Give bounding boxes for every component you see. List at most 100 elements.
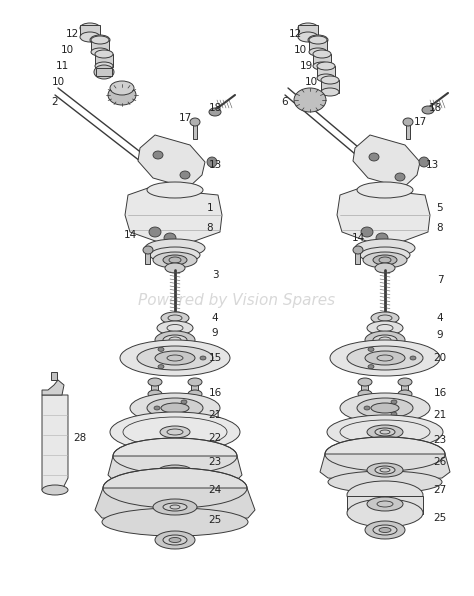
Ellipse shape [42, 485, 68, 495]
Text: 9: 9 [212, 328, 219, 338]
Ellipse shape [364, 406, 370, 410]
Ellipse shape [317, 74, 335, 82]
Ellipse shape [360, 247, 410, 263]
Ellipse shape [110, 412, 240, 452]
Ellipse shape [209, 108, 221, 116]
Text: 13: 13 [209, 160, 222, 170]
Ellipse shape [422, 106, 434, 114]
Ellipse shape [113, 438, 237, 474]
Ellipse shape [103, 468, 247, 508]
Ellipse shape [313, 62, 331, 70]
Ellipse shape [158, 365, 164, 369]
Ellipse shape [163, 535, 187, 545]
Ellipse shape [325, 437, 445, 471]
Ellipse shape [180, 171, 190, 179]
Text: 2: 2 [52, 97, 58, 107]
Ellipse shape [391, 412, 397, 416]
Polygon shape [42, 395, 68, 490]
Bar [401, 382, 409, 394]
Ellipse shape [154, 406, 160, 410]
Bar [191, 382, 199, 394]
Polygon shape [138, 135, 205, 188]
Ellipse shape [120, 340, 230, 376]
Ellipse shape [328, 471, 442, 493]
Ellipse shape [321, 88, 339, 96]
Text: 7: 7 [437, 275, 443, 285]
Ellipse shape [361, 227, 373, 237]
Text: 5: 5 [437, 203, 443, 213]
Ellipse shape [149, 227, 161, 237]
Ellipse shape [157, 321, 193, 335]
Ellipse shape [145, 239, 205, 257]
Text: 26: 26 [433, 457, 447, 467]
Text: 17: 17 [178, 113, 191, 123]
Bar [406, 121, 410, 139]
Text: 10: 10 [293, 45, 307, 55]
Ellipse shape [353, 246, 363, 254]
Ellipse shape [398, 390, 412, 398]
Ellipse shape [169, 538, 181, 542]
Ellipse shape [375, 428, 395, 436]
Text: 8: 8 [437, 223, 443, 233]
Text: 25: 25 [433, 513, 447, 523]
Text: 20: 20 [433, 353, 447, 363]
Ellipse shape [379, 527, 391, 532]
Ellipse shape [365, 521, 405, 539]
Text: 21: 21 [433, 410, 447, 420]
Text: 1: 1 [207, 203, 213, 213]
Ellipse shape [181, 412, 187, 416]
Ellipse shape [157, 465, 193, 479]
Text: 15: 15 [209, 353, 222, 363]
Ellipse shape [207, 157, 217, 167]
Text: 14: 14 [351, 233, 365, 243]
Text: 3: 3 [212, 270, 219, 280]
Ellipse shape [367, 497, 403, 511]
Text: 10: 10 [61, 45, 73, 55]
Ellipse shape [161, 312, 189, 324]
Text: 24: 24 [209, 485, 222, 495]
Ellipse shape [294, 88, 326, 112]
Ellipse shape [164, 233, 176, 243]
Ellipse shape [355, 239, 415, 257]
Ellipse shape [148, 378, 162, 386]
Ellipse shape [369, 153, 379, 161]
Ellipse shape [365, 331, 405, 349]
Text: 21: 21 [209, 410, 222, 420]
Ellipse shape [376, 233, 388, 243]
Polygon shape [95, 488, 255, 522]
Polygon shape [337, 188, 430, 248]
Bar [309, 39, 327, 52]
Ellipse shape [130, 393, 220, 423]
Ellipse shape [327, 415, 443, 449]
Ellipse shape [298, 32, 318, 42]
Ellipse shape [309, 48, 327, 56]
Text: 16: 16 [433, 388, 447, 398]
Ellipse shape [148, 390, 162, 398]
Ellipse shape [330, 340, 440, 376]
Ellipse shape [358, 390, 372, 398]
Bar [313, 54, 331, 67]
Ellipse shape [368, 347, 374, 351]
Ellipse shape [150, 247, 200, 263]
Ellipse shape [155, 531, 195, 549]
Polygon shape [42, 380, 64, 395]
Ellipse shape [163, 255, 187, 265]
Ellipse shape [163, 335, 187, 345]
Ellipse shape [373, 335, 397, 345]
Bar [146, 250, 151, 264]
Ellipse shape [188, 378, 202, 386]
Ellipse shape [188, 390, 202, 398]
Ellipse shape [403, 118, 413, 126]
Text: 4: 4 [212, 313, 219, 323]
Ellipse shape [91, 48, 109, 56]
Ellipse shape [94, 65, 114, 79]
Ellipse shape [419, 157, 429, 167]
Ellipse shape [313, 50, 331, 58]
Ellipse shape [365, 351, 405, 365]
Ellipse shape [395, 173, 405, 181]
Bar [317, 66, 335, 79]
Ellipse shape [153, 499, 197, 515]
Ellipse shape [373, 255, 397, 265]
Text: 22: 22 [209, 433, 222, 443]
Ellipse shape [137, 346, 213, 370]
